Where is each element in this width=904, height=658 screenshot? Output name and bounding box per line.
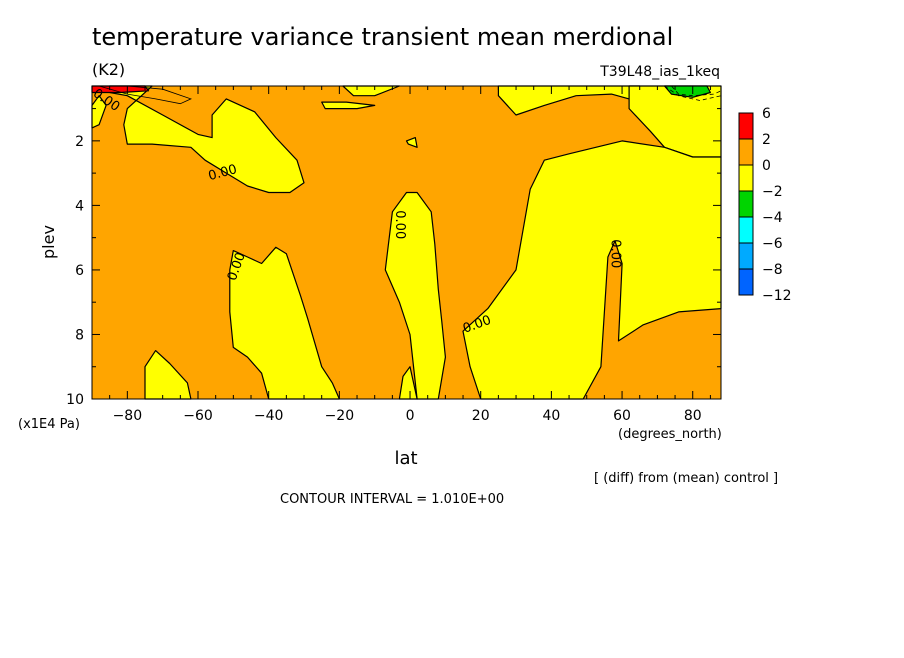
legend-swatch — [738, 190, 754, 218]
chart-units: (K2) — [92, 60, 125, 79]
y-tick-label: 2 — [75, 134, 84, 150]
contour-region-yellow-small-midlat — [321, 101, 376, 110]
x-tick-label: −40 — [254, 408, 284, 424]
legend-level-label: 0 — [762, 158, 771, 174]
x-tick-label: −80 — [113, 408, 143, 424]
contour-region-yellow-upper-left — [109, 85, 305, 194]
contour-region-yellow-small-center — [405, 137, 418, 148]
contour-line-dashed-contour-top-right — [671, 85, 722, 97]
y-tick-label: 10 — [66, 392, 84, 408]
x-axis-label: lat — [394, 448, 417, 469]
legend-swatch — [738, 216, 754, 244]
y-tick-label: 8 — [75, 327, 84, 343]
legend-level-label: −12 — [762, 288, 792, 304]
contour-fills — [91, 85, 722, 400]
x-tick-label: 40 — [542, 408, 560, 424]
color-legend: 6 2 0 −2 −4 −6 −8 −12 — [738, 106, 792, 304]
legend-level-label: 2 — [762, 132, 771, 148]
y-tick-label: 6 — [75, 263, 84, 279]
chart-title: temperature variance transient mean merd… — [92, 23, 673, 51]
legend-level-label: −8 — [762, 262, 783, 278]
contour-region-yellow-mid-left — [229, 246, 340, 400]
contour-label: 0.00 — [207, 162, 239, 184]
legend-level-label: −2 — [762, 184, 783, 200]
x-tick-label: 20 — [472, 408, 490, 424]
run-label: T39L48_ias_1keq — [599, 64, 720, 80]
contour-line-dashed-contour-top-right-2 — [664, 85, 722, 101]
x-tick-label: 60 — [613, 408, 631, 424]
y-tick-label: 4 — [75, 198, 84, 214]
legend-swatch — [738, 164, 754, 192]
y-axis-label: plev — [39, 225, 58, 259]
plot-frame — [91, 85, 722, 400]
legend-swatch — [738, 112, 754, 140]
contour-interval: CONTOUR INTERVAL = 1.010E+00 — [280, 492, 504, 507]
footnote: [ (diff) from (mean) control ] — [594, 471, 778, 486]
x-tick-label: −60 — [183, 408, 213, 424]
x-axis-units: (degrees_north) — [618, 427, 722, 442]
x-tick-label: 0 — [406, 408, 415, 424]
x-tick-label: −20 — [325, 408, 355, 424]
y-axis-units: (x1E4 Pa) — [18, 417, 80, 432]
contour-region-yellow-center-column — [384, 191, 446, 400]
contour-label: 0.00 — [607, 239, 622, 268]
contour-label: 0.00 — [392, 210, 407, 239]
contour-region-yellow-right-large — [462, 140, 722, 400]
legend-swatch — [738, 242, 754, 270]
x-tick-label: 80 — [684, 408, 702, 424]
legend-swatch — [738, 138, 754, 166]
legend-level-label: 6 — [762, 106, 771, 122]
x-axis: −80 −60 −40 −20 0 20 40 60 80 — [91, 86, 711, 424]
legend-swatch — [738, 268, 754, 296]
y-axis: 2 4 6 8 10 — [66, 108, 721, 408]
legend-level-label: −6 — [762, 236, 783, 252]
contour-labels: 0.000.000.000.000.000.00 — [90, 86, 623, 337]
legend-level-label: −4 — [762, 210, 783, 226]
